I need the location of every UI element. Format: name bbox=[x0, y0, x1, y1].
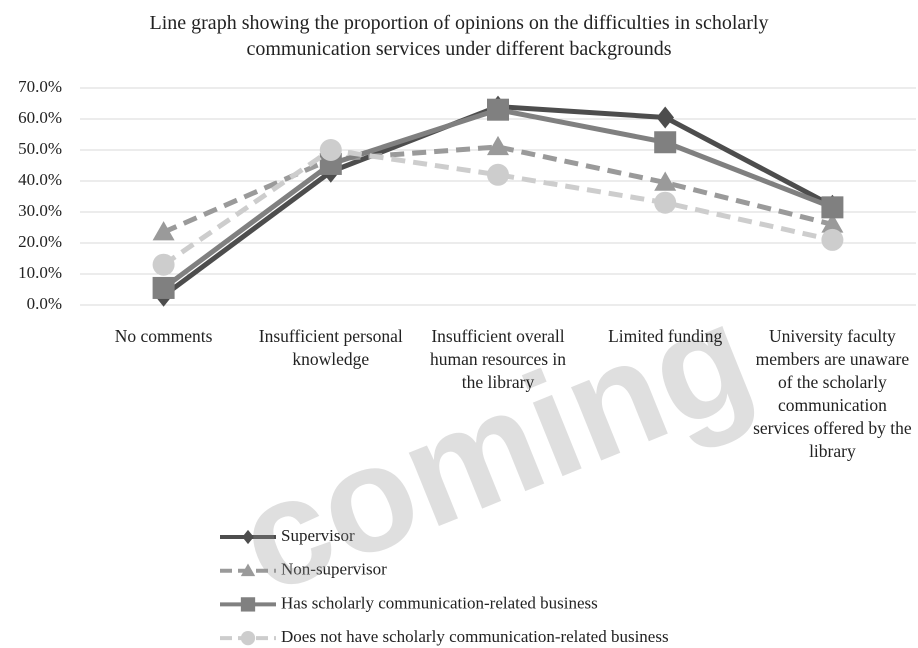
marker bbox=[152, 253, 175, 276]
x-tick-label: University faculty members are unaware o… bbox=[753, 326, 912, 461]
x-tick-label: Insufficient overall human resources in … bbox=[429, 326, 567, 392]
marker bbox=[821, 228, 844, 251]
marker bbox=[487, 98, 509, 121]
marker bbox=[487, 163, 509, 186]
marker bbox=[654, 131, 677, 154]
x-tick-label: Insufficient personal knowledge bbox=[258, 326, 403, 369]
legend-marker bbox=[240, 630, 256, 646]
chart-title: Line graph showing the proportion of opi… bbox=[149, 12, 769, 60]
marker bbox=[654, 171, 677, 191]
legend-label: Has scholarly communication-related busi… bbox=[281, 593, 598, 612]
legend-label: Does not have scholarly communication-re… bbox=[281, 627, 669, 646]
legend-marker bbox=[242, 529, 254, 545]
y-tick-label: 60.0% bbox=[18, 108, 62, 127]
y-tick-label: 50.0% bbox=[18, 139, 62, 158]
y-tick-label: 20.0% bbox=[18, 232, 62, 251]
legend-label: Supervisor bbox=[281, 526, 355, 545]
marker bbox=[821, 196, 844, 219]
series-line bbox=[162, 144, 834, 235]
x-tick-label: No comments bbox=[114, 326, 213, 346]
marker bbox=[487, 135, 509, 156]
y-tick-label: 10.0% bbox=[18, 263, 62, 282]
marker bbox=[319, 139, 342, 161]
series-line bbox=[162, 147, 833, 267]
marker bbox=[152, 221, 175, 241]
y-tick-label: 70.0% bbox=[18, 77, 62, 96]
marker bbox=[821, 213, 844, 233]
marker bbox=[656, 106, 674, 129]
marker bbox=[152, 276, 175, 299]
y-tick-label: 40.0% bbox=[18, 170, 62, 189]
legend-marker bbox=[240, 563, 256, 577]
series-line bbox=[162, 104, 834, 298]
marker bbox=[654, 191, 677, 214]
x-tick-label: Limited funding bbox=[608, 326, 723, 346]
legend-label: Non-supervisor bbox=[281, 560, 387, 579]
legend-marker bbox=[240, 597, 256, 612]
y-tick-label: 0.0% bbox=[27, 294, 62, 313]
y-tick-label: 30.0% bbox=[18, 201, 62, 220]
